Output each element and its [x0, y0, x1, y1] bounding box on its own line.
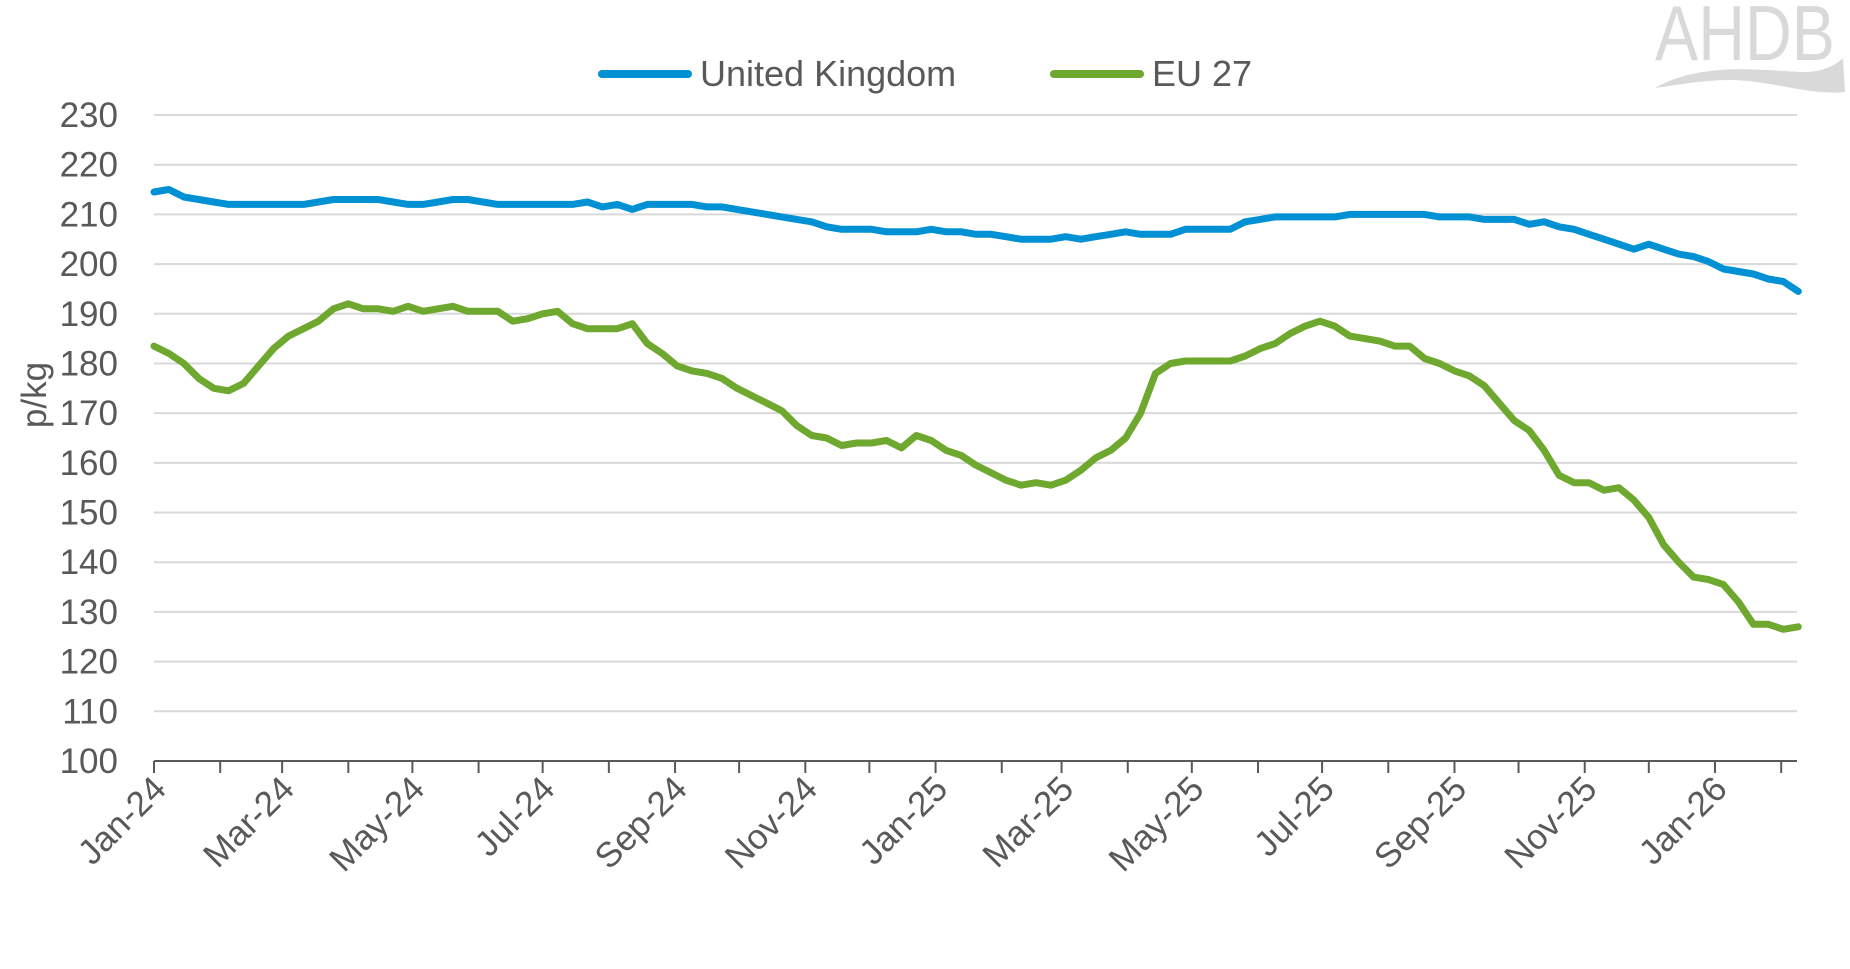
y-tick-label: 210: [60, 195, 118, 234]
x-tick-label: Nov-24: [718, 769, 825, 876]
x-tick-label: Jan-24: [70, 769, 173, 872]
y-tick-label: 200: [60, 245, 118, 284]
x-tick-label: Jan-25: [852, 769, 955, 872]
x-tick-label: Mar-25: [975, 769, 1081, 875]
x-tick-label: Jul-24: [467, 769, 562, 864]
y-tick-label: 180: [60, 344, 118, 383]
x-tick-label: Jan-26: [1631, 769, 1734, 872]
x-tick-label: Sep-25: [1367, 769, 1474, 876]
y-axis-label: p/kg: [15, 362, 54, 428]
x-tick-label: Sep-24: [587, 769, 694, 876]
svg-text:AHDB: AHDB: [1655, 0, 1835, 77]
ahdb-logo: AHDB: [1655, 0, 1845, 93]
x-axis: Jan-24 Mar-24 May-24 Jul-24 Sep-24 Nov-24 Jan-…: [70, 760, 1797, 879]
y-tick-label: 110: [62, 692, 118, 731]
y-tick-label: 220: [60, 146, 118, 185]
y-tick-label: 150: [60, 494, 118, 533]
x-tick-label: May-25: [1101, 769, 1211, 879]
legend: United Kingdom EU 27: [598, 53, 1252, 94]
y-tick-label: 130: [60, 593, 118, 632]
y-tick-label: 190: [60, 295, 118, 334]
y-tick-label: 140: [60, 543, 118, 582]
legend-label-uk: United Kingdom: [700, 53, 956, 94]
x-tick-label: May-24: [322, 769, 432, 879]
y-tick-label: 230: [60, 96, 118, 135]
x-tick-label: Nov-25: [1497, 769, 1604, 876]
y-tick-label: 120: [60, 643, 118, 682]
legend-label-eu: EU 27: [1152, 53, 1252, 94]
y-tick-label: 100: [60, 742, 118, 781]
x-tick-label: Mar-24: [196, 769, 302, 875]
series-line-united-kingdom: [150, 186, 1802, 295]
y-tick-label: 170: [60, 394, 118, 433]
x-tick-label: Jul-25: [1247, 769, 1342, 864]
series-line-eu-27: [150, 300, 1802, 633]
series-lines: [150, 186, 1802, 633]
y-tick-label: 160: [60, 444, 118, 483]
y-axis-ticks: 100 110 120 130 140 150 160 170 180 190 200 210 220 2…: [60, 96, 118, 781]
